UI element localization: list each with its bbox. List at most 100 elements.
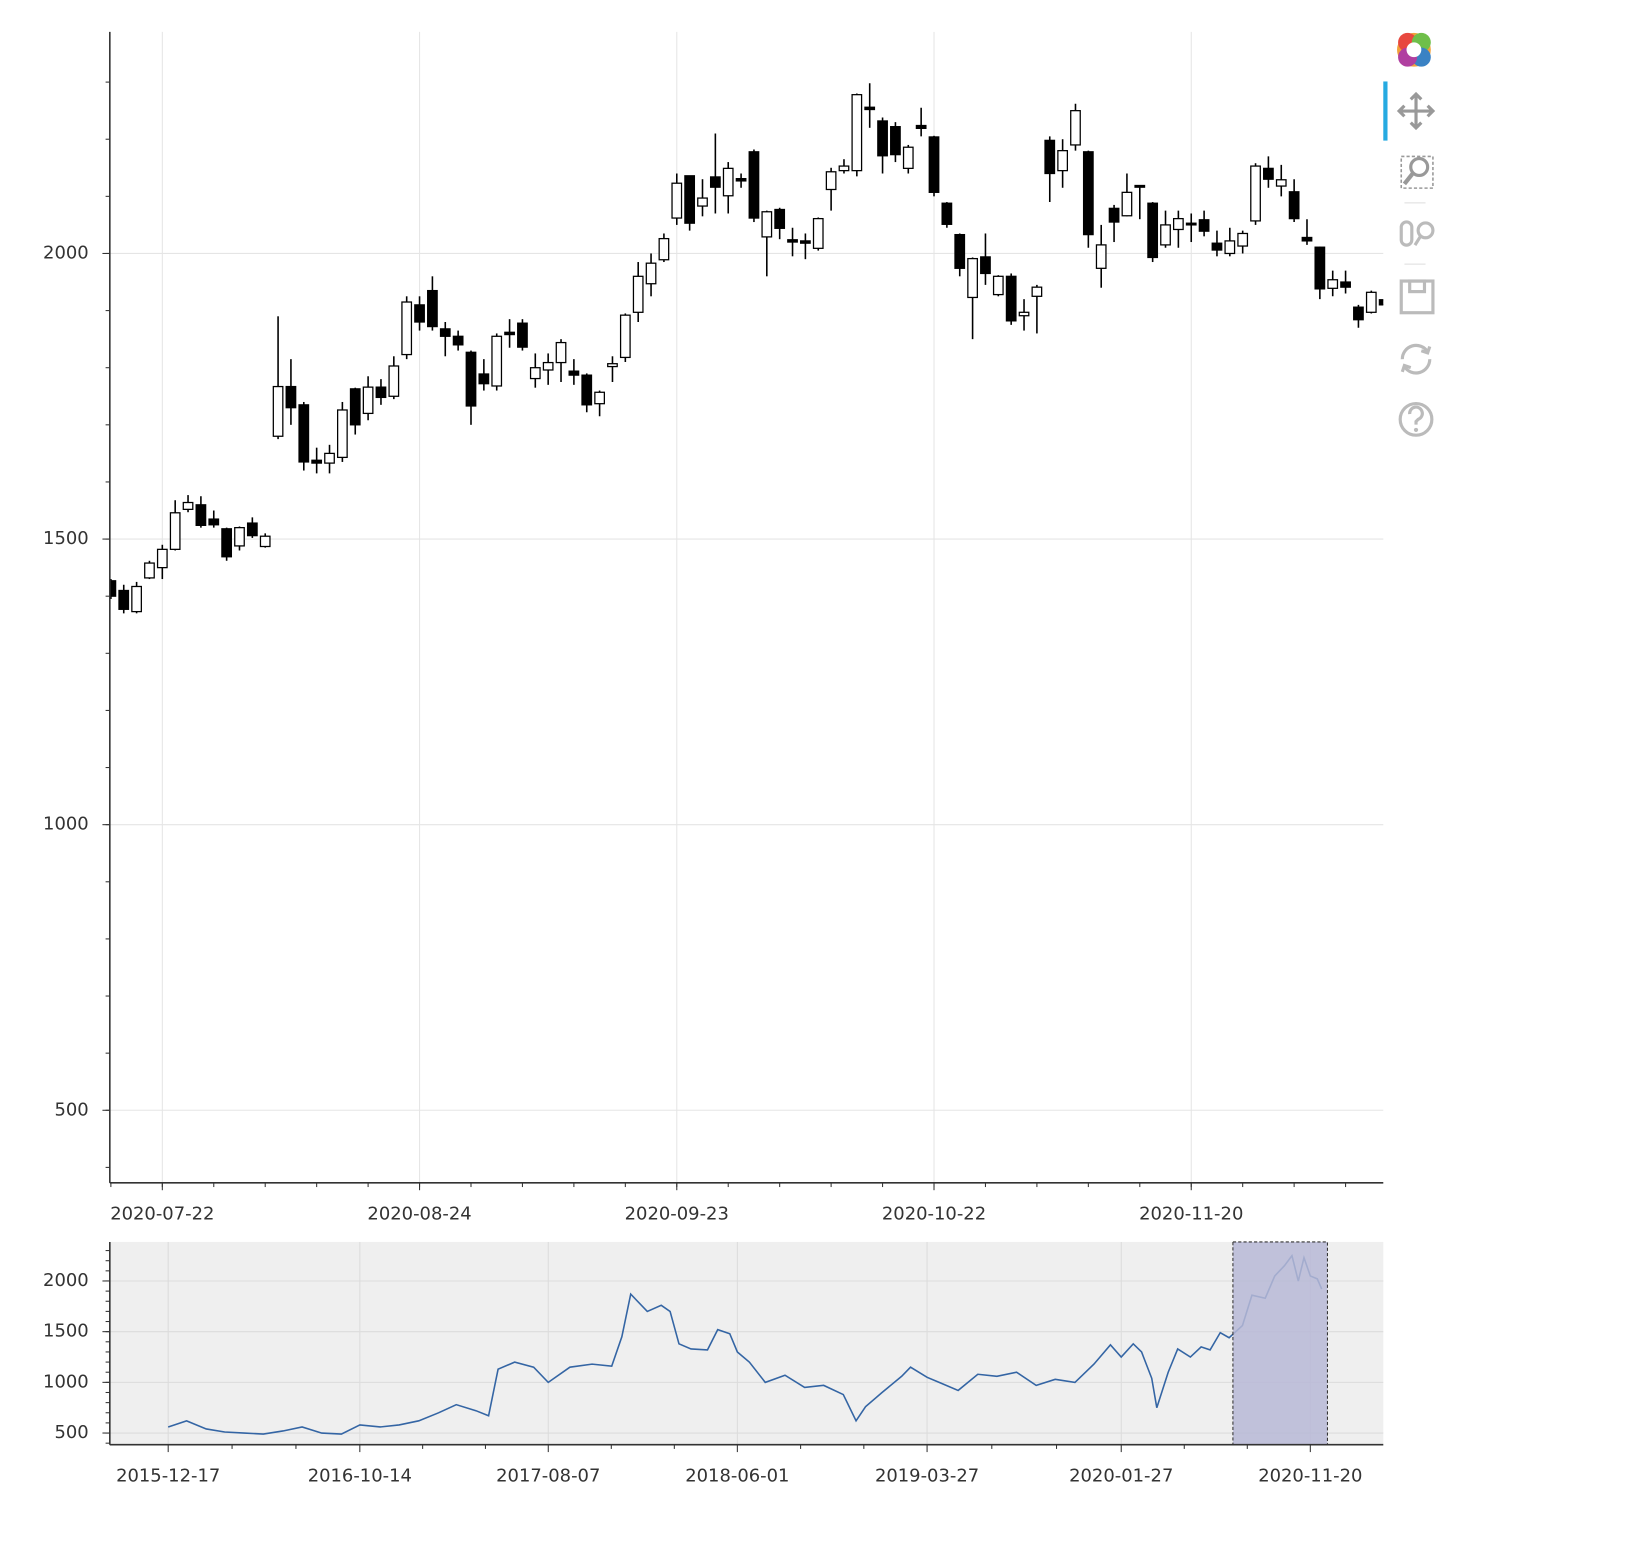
- candle-body: [131, 585, 142, 613]
- candle-body: [1327, 279, 1339, 289]
- candle-body: [272, 385, 284, 437]
- candle-body: [1147, 202, 1159, 259]
- candle-body: [1031, 286, 1043, 297]
- y-tick-label: 2000: [43, 1270, 89, 1291]
- x-tick-label: 2016-10-14: [308, 1465, 412, 1486]
- x-tick-label: 2020-11-20: [1258, 1465, 1362, 1486]
- candle-body: [1185, 222, 1197, 226]
- candle-body: [697, 197, 708, 207]
- x-tick-label: 2020-11-20: [1139, 1203, 1243, 1224]
- help-tool[interactable]: [1398, 401, 1434, 437]
- candle-body: [324, 452, 335, 464]
- candle-body: [1340, 281, 1351, 288]
- candle-body: [208, 518, 220, 526]
- candle-body: [825, 171, 837, 191]
- candle-body: [491, 335, 503, 387]
- candle-body: [298, 404, 310, 463]
- candle-body: [632, 275, 644, 313]
- candle-body: [195, 504, 207, 526]
- price-line: [167, 1253, 1323, 1435]
- candle-body: [118, 589, 130, 610]
- pan-tool[interactable]: [1396, 91, 1436, 131]
- candle-body: [1082, 151, 1094, 236]
- y-tick-label: 1500: [43, 1321, 89, 1342]
- candle-body: [336, 409, 348, 459]
- candle-body: [1365, 291, 1377, 313]
- candle-body: [915, 124, 927, 130]
- x-tick-label: 2020-01-27: [1069, 1465, 1173, 1486]
- x-tick-label: 2018-06-01: [685, 1465, 789, 1486]
- candle-body: [1301, 236, 1313, 242]
- plot-background: [109, 1241, 1384, 1445]
- candle-body: [234, 527, 245, 547]
- candle-body: [890, 126, 901, 156]
- save-tool[interactable]: [1399, 279, 1435, 315]
- bokeh-logo[interactable]: [1397, 32, 1431, 67]
- candle-body: [1070, 110, 1081, 146]
- candle-body: [1211, 242, 1223, 251]
- candle-body: [109, 580, 117, 597]
- candle-body: [1378, 299, 1384, 306]
- candle-body: [645, 262, 657, 285]
- candle-body: [941, 202, 953, 225]
- candle-body: [735, 178, 747, 182]
- candle-body: [1275, 179, 1287, 187]
- candle-body: [1224, 240, 1236, 255]
- y-tick-label: 1500: [43, 528, 89, 549]
- candle-body: [864, 106, 876, 111]
- candle-body: [1314, 246, 1326, 290]
- candle-body: [465, 351, 477, 407]
- active-tool-marker: [1383, 81, 1388, 141]
- candle-body: [388, 365, 400, 397]
- y-tick-label: 2000: [43, 242, 89, 263]
- x-tick-label: 2017-08-07: [496, 1465, 600, 1486]
- toolbar: [1383, 32, 1436, 437]
- candle-body: [748, 151, 760, 219]
- candle-body: [401, 301, 413, 356]
- candle-body: [259, 535, 271, 548]
- candle-body: [838, 165, 850, 172]
- candle-body: [285, 385, 297, 409]
- candle-body: [581, 374, 593, 406]
- candle-body: [761, 211, 773, 238]
- candle-body: [902, 146, 914, 169]
- candle-body: [452, 335, 464, 346]
- candle-body: [542, 361, 554, 371]
- candle-body: [504, 331, 515, 336]
- candle-body: [427, 289, 438, 328]
- candle-body: [517, 322, 528, 348]
- candle-body: [658, 237, 670, 261]
- candle-body: [246, 522, 258, 537]
- candle-body: [619, 314, 631, 359]
- candle-body: [1263, 167, 1274, 180]
- box-zoom-tool[interactable]: [1400, 155, 1434, 189]
- range-selection[interactable]: [1232, 1241, 1328, 1446]
- candle-body: [954, 233, 966, 269]
- reset-tool[interactable]: [1400, 343, 1432, 375]
- wheel-zoom-tool[interactable]: [1399, 220, 1435, 247]
- x-tick-label: 2020-09-23: [625, 1203, 729, 1224]
- candle-body: [156, 548, 168, 569]
- candle-body: [529, 367, 541, 380]
- candle-body: [812, 217, 824, 249]
- candle-body: [1121, 191, 1133, 217]
- candle-body: [221, 528, 233, 558]
- x-tick-label: 2020-10-22: [882, 1203, 986, 1224]
- candle-body: [169, 512, 181, 550]
- candle-body: [800, 240, 811, 244]
- candle-body: [349, 388, 361, 426]
- candle-body: [439, 328, 451, 337]
- candle-body: [774, 208, 786, 229]
- candle-body: [478, 373, 490, 385]
- candle-body: [1057, 150, 1069, 172]
- candle-body: [607, 363, 618, 368]
- candle-body: [414, 304, 425, 323]
- candle-body: [709, 176, 721, 188]
- candles: [109, 83, 1384, 614]
- y-tick-label: 500: [54, 1099, 88, 1120]
- candle-body: [1160, 224, 1171, 246]
- candle-body: [1134, 184, 1146, 188]
- candle-body: [1288, 191, 1300, 220]
